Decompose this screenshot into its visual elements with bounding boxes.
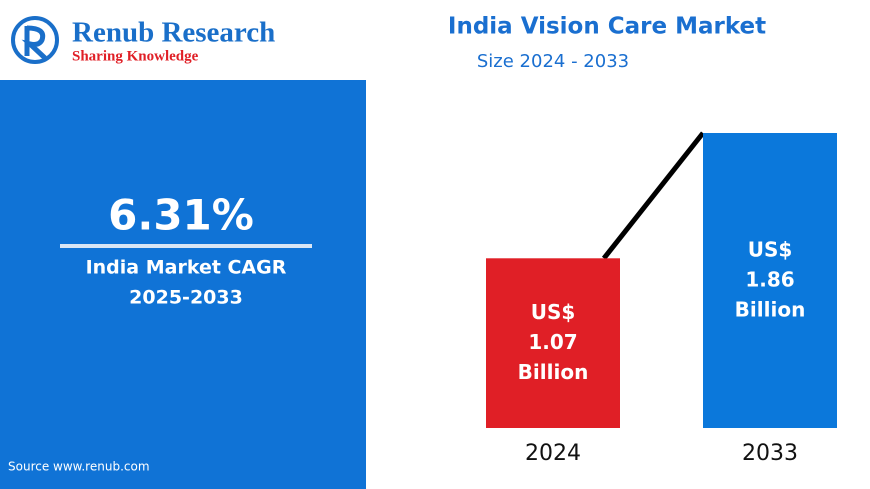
bar <box>486 258 620 428</box>
logo: Renub Research Sharing Knowledge <box>11 16 275 64</box>
brand-tagline: Sharing Knowledge <box>72 48 199 64</box>
plot: US$ 1.07 Billion 2024 US$ 1.86 Billion 2033 <box>486 131 837 466</box>
cagr-period: 2025-2033 <box>129 287 243 309</box>
cagr-panel <box>0 80 366 489</box>
logo-ring <box>11 16 59 64</box>
value-label: US$ 1.07 Billion <box>518 300 589 384</box>
brand-name: Renub Research <box>72 17 275 49</box>
x-tick-label: 2024 <box>525 441 581 466</box>
chart-subtitle: Size 2024 - 2033 <box>477 51 629 72</box>
bar <box>703 133 837 428</box>
logo-r <box>21 25 47 60</box>
divider <box>60 244 312 248</box>
value-label: US$ 1.86 Billion <box>735 237 806 321</box>
cagr-caption: India Market CAGR <box>86 257 287 279</box>
cagr-value: 6.31% <box>108 191 254 240</box>
source: Source www.renub.com <box>8 460 150 474</box>
trend-line <box>601 131 705 260</box>
x-tick-label: 2033 <box>742 441 798 466</box>
chart-title: India Vision Care Market <box>448 14 766 40</box>
